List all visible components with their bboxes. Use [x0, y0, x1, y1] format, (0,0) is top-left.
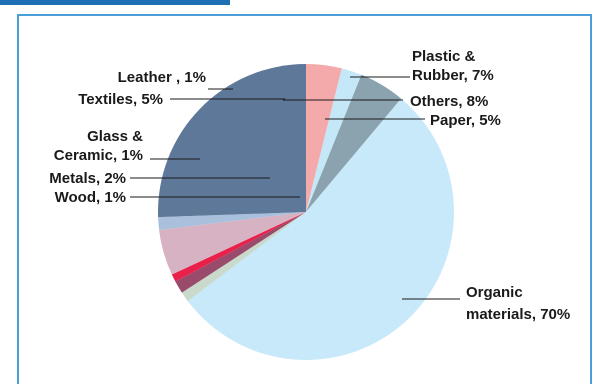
pie-slice — [158, 212, 306, 231]
top-accent-segment — [0, 0, 230, 5]
pie-slice — [306, 64, 342, 212]
slice-label: Plastic & — [412, 48, 476, 65]
pie-slice — [187, 98, 454, 360]
slice-label: materials, 70% — [466, 306, 570, 323]
pie-slice — [181, 212, 306, 302]
slice-label: Rubber, 7% — [412, 67, 494, 84]
pie-slice — [306, 74, 402, 212]
pie-slice — [171, 212, 306, 282]
slice-label: Others, 8% — [410, 93, 488, 110]
pie-slice — [306, 68, 362, 212]
slice-label: Ceramic, 1% — [54, 147, 143, 164]
pie-slice — [159, 212, 306, 275]
slice-label: Leather , 1% — [118, 69, 206, 86]
slice-label: Paper, 5% — [430, 112, 501, 129]
slice-label: Glass & — [87, 128, 143, 145]
slice-label: Textiles, 5% — [78, 91, 163, 108]
slice-label: Wood, 1% — [55, 189, 126, 206]
pie-slice — [158, 64, 306, 218]
slice-label: Organic — [466, 284, 523, 301]
pie-slice — [175, 212, 306, 293]
top-accent-bar — [0, 0, 614, 13]
slice-label: Metals, 2% — [49, 170, 126, 187]
